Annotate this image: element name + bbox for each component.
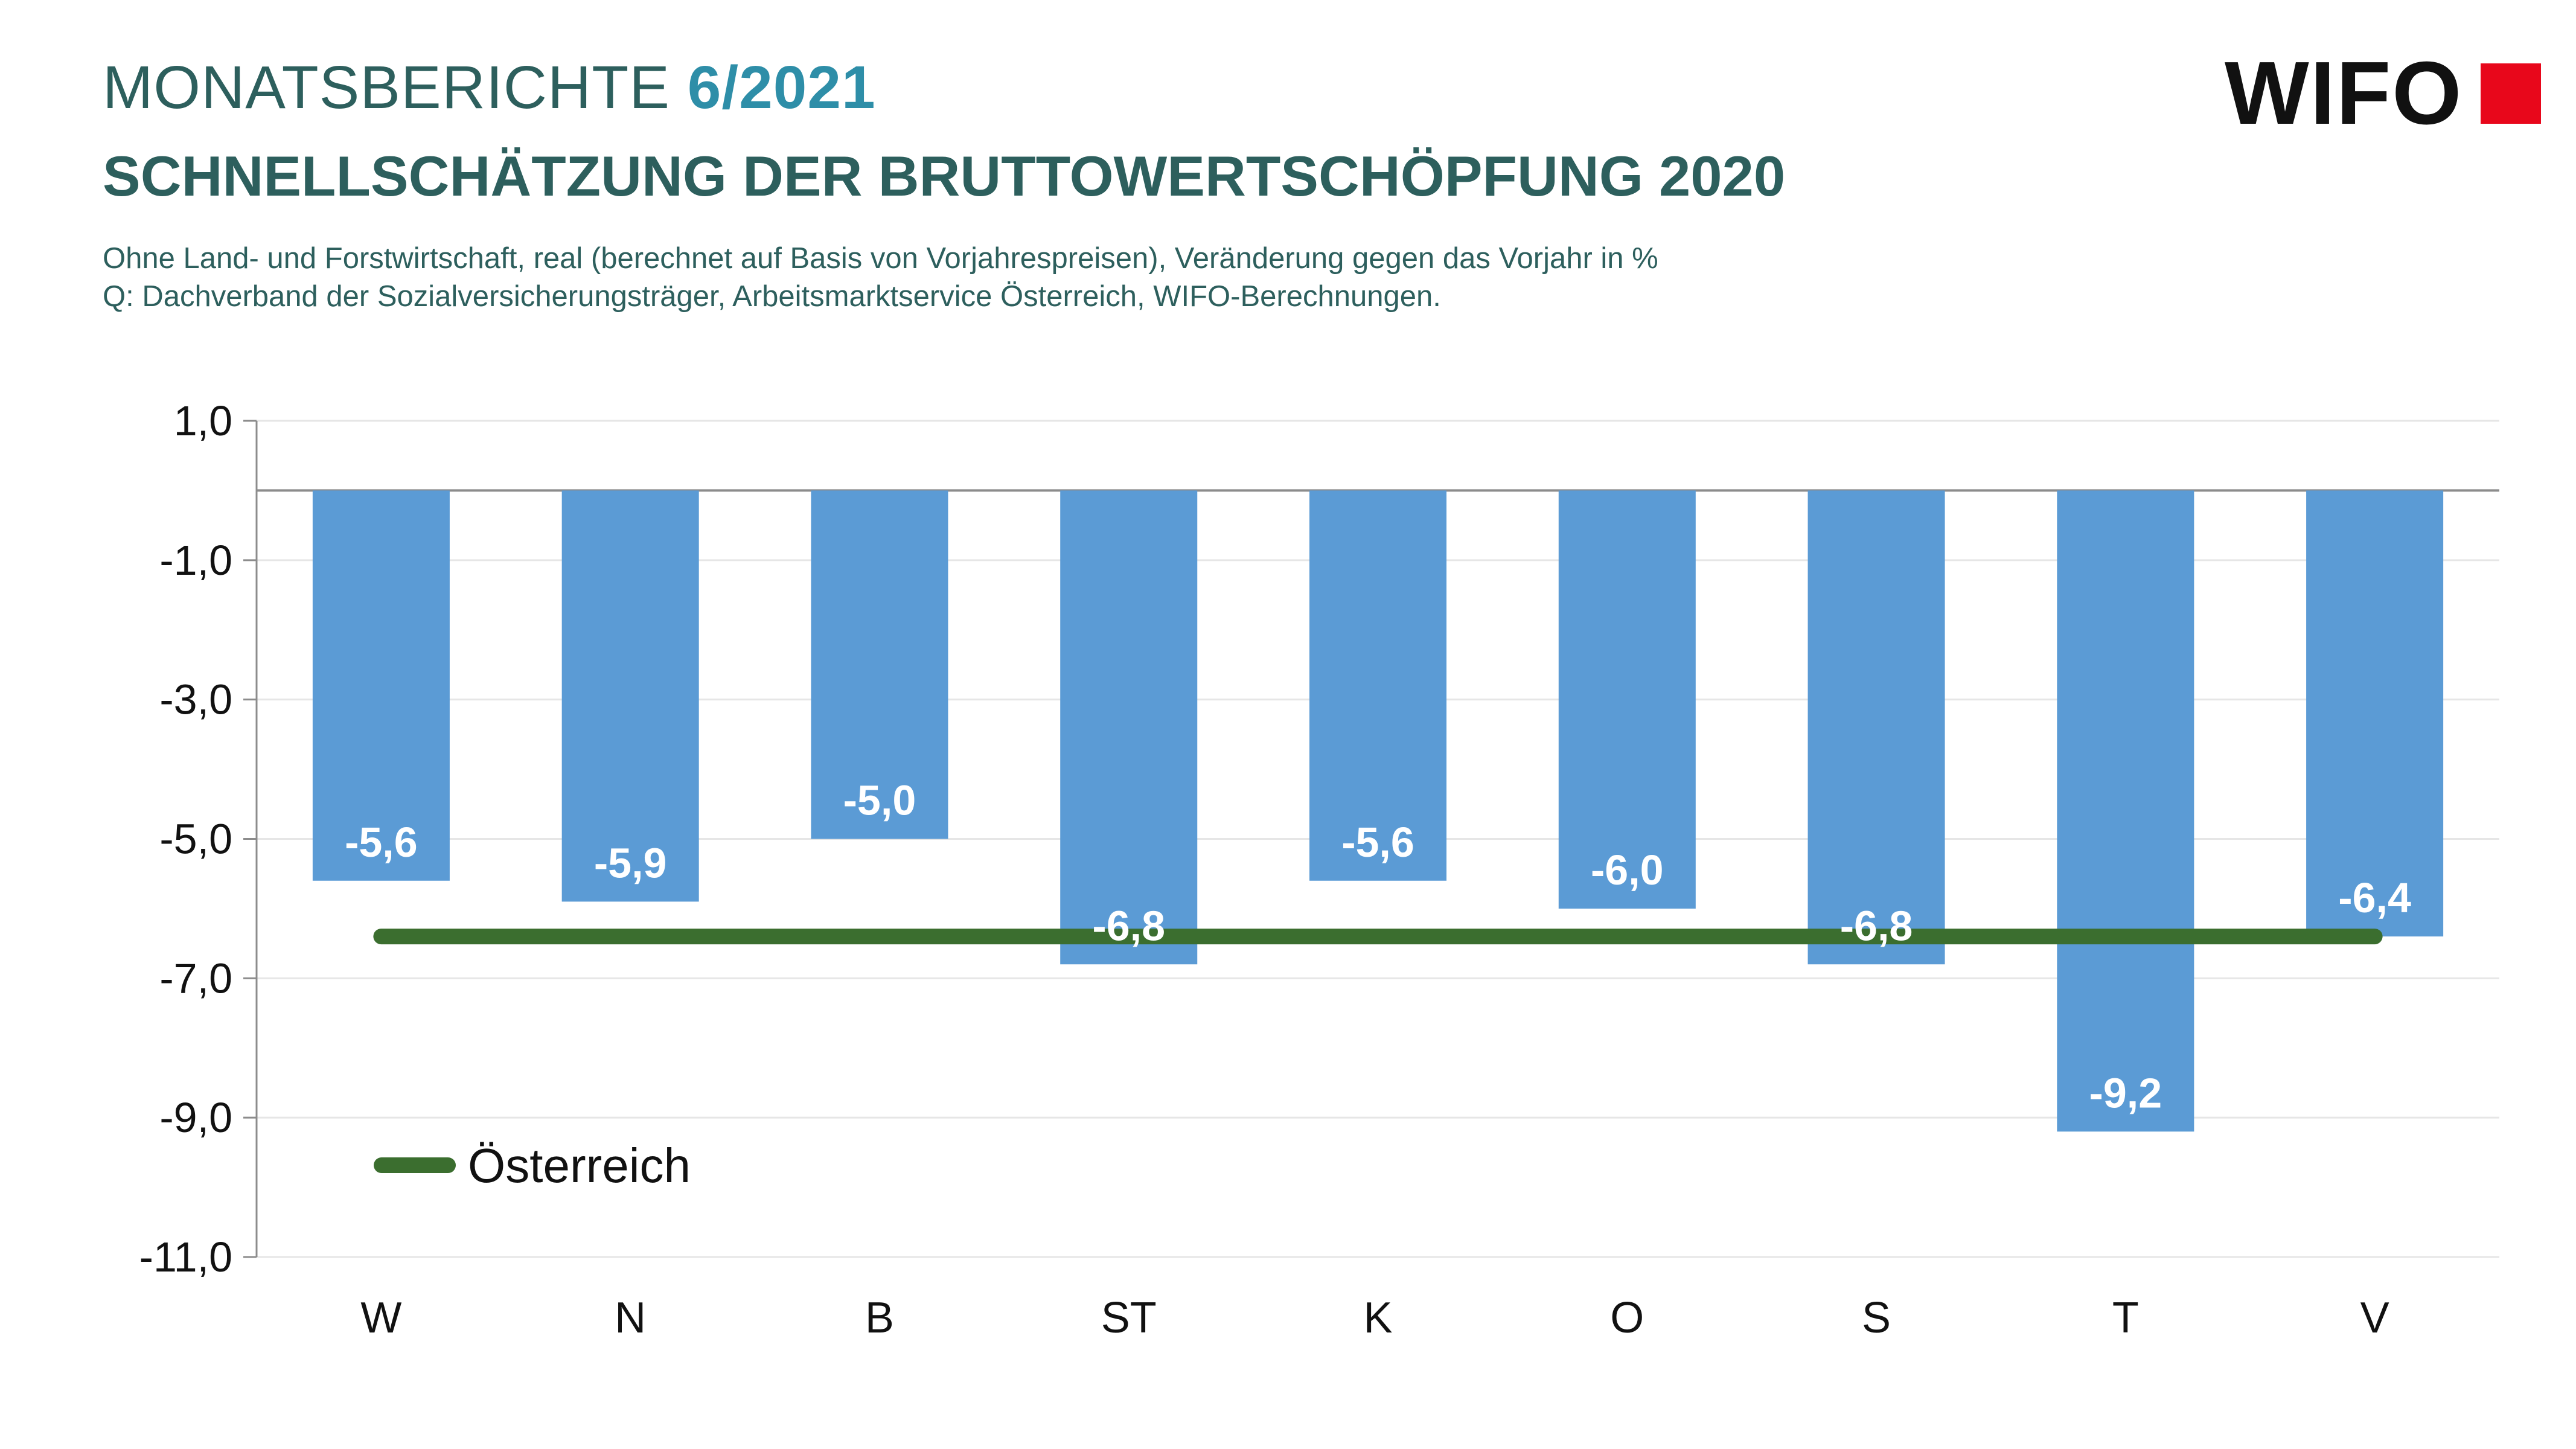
data-label: -9,2: [2089, 1069, 2162, 1116]
y-tick-label: -7,0: [159, 955, 232, 1002]
x-tick-label: O: [1610, 1294, 1644, 1342]
bar: [1558, 490, 1696, 909]
data-label: -5,6: [345, 819, 418, 866]
x-tick-label: B: [865, 1294, 894, 1342]
bar: [2057, 490, 2194, 1132]
x-tick-label: W: [360, 1294, 401, 1342]
bar: [1060, 490, 1198, 965]
data-label: -5,6: [1341, 819, 1414, 866]
logo-red-square: [2481, 63, 2542, 124]
bar: [811, 490, 948, 839]
logo-text: WIFO: [2225, 43, 2463, 143]
legend-label: Österreich: [468, 1139, 691, 1192]
data-label: -6,8: [1092, 902, 1165, 949]
data-label: -5,9: [594, 839, 667, 886]
x-tick-label: V: [2360, 1294, 2389, 1342]
wifo-logo: WIFO: [2225, 49, 2542, 138]
bar: [561, 490, 699, 902]
x-tick-label: K: [1363, 1294, 1392, 1342]
x-tick-label: N: [615, 1294, 646, 1342]
y-tick-label: -5,0: [159, 816, 232, 863]
bar: [2306, 490, 2444, 937]
x-tick-label: S: [1862, 1294, 1891, 1342]
bar: [1309, 490, 1447, 881]
chart-source: Q: Dachverband der Sozialversicherungstr…: [103, 280, 1441, 313]
x-tick-label: ST: [1101, 1294, 1157, 1342]
chart-subtitle: Ohne Land- und Forstwirtschaft, real (be…: [103, 242, 1658, 275]
data-label: -6,0: [1591, 846, 1664, 894]
data-label: -6,4: [2338, 874, 2411, 921]
issue-number: 6/2021: [687, 54, 876, 121]
y-tick-label: -3,0: [159, 676, 232, 723]
y-tick-label: 1,0: [174, 397, 232, 444]
series-name: MONATSBERICHTE: [103, 54, 670, 121]
bar: [312, 490, 450, 881]
chart-title: SCHNELLSCHÄTZUNG DER BRUTTOWERTSCHÖPFUNG…: [103, 144, 1786, 208]
data-label: -6,8: [1840, 902, 1913, 949]
y-tick-label: -1,0: [159, 537, 232, 584]
bars: [312, 490, 2444, 1132]
bar: [1807, 490, 1945, 965]
labels: 1,0 -1,0 -3,0 -5,0 -7,0 -9,0 -11,0 -5,6 W -5,9 N -5…: [139, 397, 2411, 1342]
x-tick-label: T: [2112, 1294, 2139, 1342]
y-tick-label: -9,0: [159, 1094, 232, 1141]
y-tick-label: -11,0: [139, 1233, 232, 1281]
data-label: -5,0: [843, 777, 916, 824]
report-series-title: MONATSBERICHTE 6/2021: [103, 53, 876, 123]
